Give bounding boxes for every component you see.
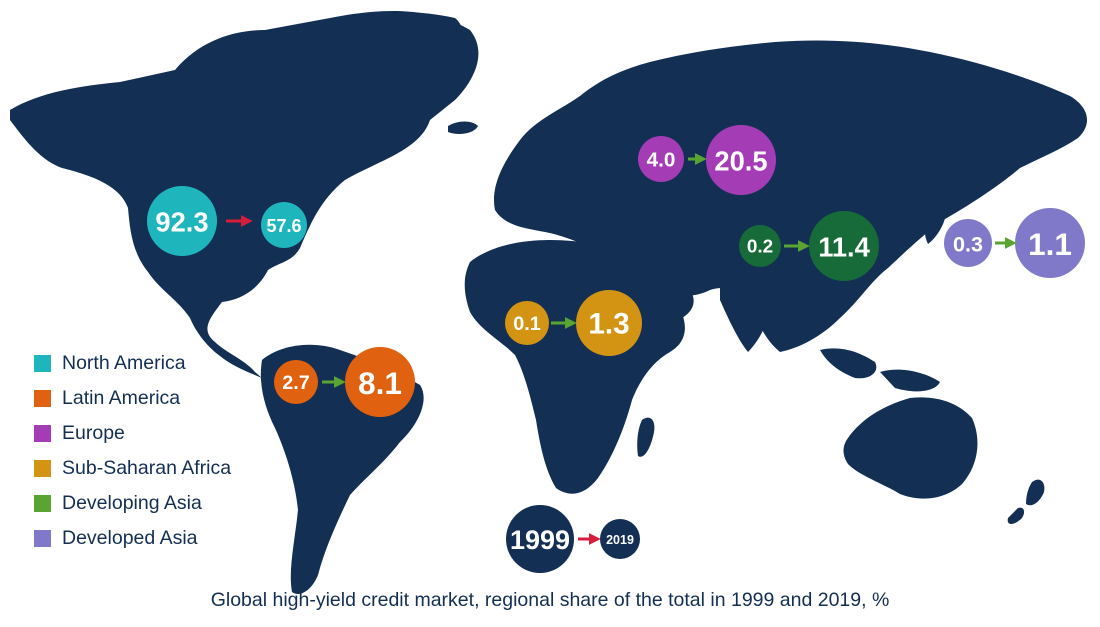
- developed-asia-1999-bubble: [944, 219, 992, 267]
- legend-item-latin-america: Latin America: [34, 381, 231, 416]
- year-key: 1999 2019: [506, 505, 640, 573]
- key-2019-label: 2019: [606, 533, 634, 547]
- developed-asia-bubble-pair: 0.3 1.1: [944, 208, 1085, 278]
- india-landmass: [720, 287, 772, 352]
- legend-item-developing-asia: Developing Asia: [34, 486, 231, 521]
- legend-swatch: [34, 495, 51, 512]
- developed-asia-2019-value: 1.1: [1028, 226, 1072, 262]
- legend-swatch: [34, 390, 51, 407]
- legend-item-sub-saharan-africa: Sub-Saharan Africa: [34, 451, 231, 486]
- europe-2019-bubble: [706, 125, 776, 195]
- developing-asia-bubble-pair: 0.2 11.4: [739, 211, 879, 281]
- legend-label: Europe: [62, 422, 125, 444]
- sub-saharan-africa-1999-value: 0.1: [513, 313, 541, 335]
- arabia-landmass: [628, 269, 694, 322]
- europe-bubble-pair: 4.0 20.5: [638, 125, 776, 195]
- legend-item-north-america: North America: [34, 346, 231, 381]
- europe-2019-value: 20.5: [714, 146, 767, 177]
- latin-america-1999-bubble: [274, 360, 318, 404]
- greenland-landmass: [328, 12, 464, 112]
- sub-saharan-africa-1999-bubble: [505, 301, 549, 345]
- legend-label: Developed Asia: [62, 527, 198, 549]
- north-america-1999-value: 92.3: [155, 207, 208, 238]
- australia-landmass: [843, 397, 978, 499]
- legend-item-europe: Europe: [34, 416, 231, 451]
- legend-swatch: [34, 355, 51, 372]
- key-1999-bubble: [506, 505, 574, 573]
- legend-swatch: [34, 425, 51, 442]
- latin-america-bubble-pair: 2.7 8.1: [274, 347, 415, 417]
- legend-item-developed-asia: Developed Asia: [34, 521, 231, 556]
- legend-swatch: [34, 460, 51, 477]
- developing-asia-1999-bubble: [739, 225, 781, 267]
- legend-label: Latin America: [62, 387, 181, 409]
- developed-asia-1999-value: 0.3: [953, 232, 983, 257]
- sub-saharan-africa-2019-bubble: [576, 290, 642, 356]
- chart-caption: Global high-yield credit market, regiona…: [210, 589, 890, 611]
- latin-america-1999-value: 2.7: [282, 372, 310, 394]
- iceland-landmass: [448, 121, 478, 134]
- legend-label: North America: [62, 352, 186, 374]
- sub-saharan-africa-2019-value: 1.3: [588, 308, 629, 341]
- developing-asia-1999-value: 0.2: [747, 237, 773, 258]
- southeast-asia-islands: [820, 348, 940, 392]
- latin-america-2019-bubble: [345, 347, 415, 417]
- north-america-2019-bubble: [261, 202, 307, 248]
- developing-asia-2019-value: 11.4: [818, 232, 870, 263]
- europe-1999-value: 4.0: [647, 149, 676, 172]
- legend-swatch: [34, 530, 51, 547]
- north-america-2019-value: 57.6: [266, 216, 301, 236]
- legend: North America Latin America Europe Sub-Saha…: [34, 346, 231, 556]
- madagascar-landmass: [637, 417, 655, 457]
- north-america-landmass: [10, 10, 479, 379]
- land-masses: [10, 10, 1088, 595]
- north-america-1999-bubble: [147, 186, 217, 256]
- key-2019-bubble: [600, 519, 640, 559]
- developed-asia-2019-bubble: [1015, 208, 1085, 278]
- developing-asia-2019-bubble: [809, 211, 879, 281]
- key-1999-label: 1999: [510, 525, 570, 555]
- north-america-bubble-pair: 92.3 57.6: [147, 186, 307, 256]
- legend-label: Sub-Saharan Africa: [62, 457, 232, 479]
- new-zealand-landmass: [1007, 479, 1045, 524]
- bubble-layer: 92.3 57.6 2.7 8.1 4.0 20.5 0.1 1.3 0.2 11.4 0.3 1.1: [147, 125, 1085, 417]
- sub-saharan-africa-bubble-pair: 0.1 1.3: [505, 290, 642, 356]
- legend-label: Developing Asia: [62, 492, 202, 514]
- europe-1999-bubble: [638, 136, 684, 182]
- japan-landmass: [925, 211, 946, 244]
- latin-america-2019-value: 8.1: [358, 365, 402, 401]
